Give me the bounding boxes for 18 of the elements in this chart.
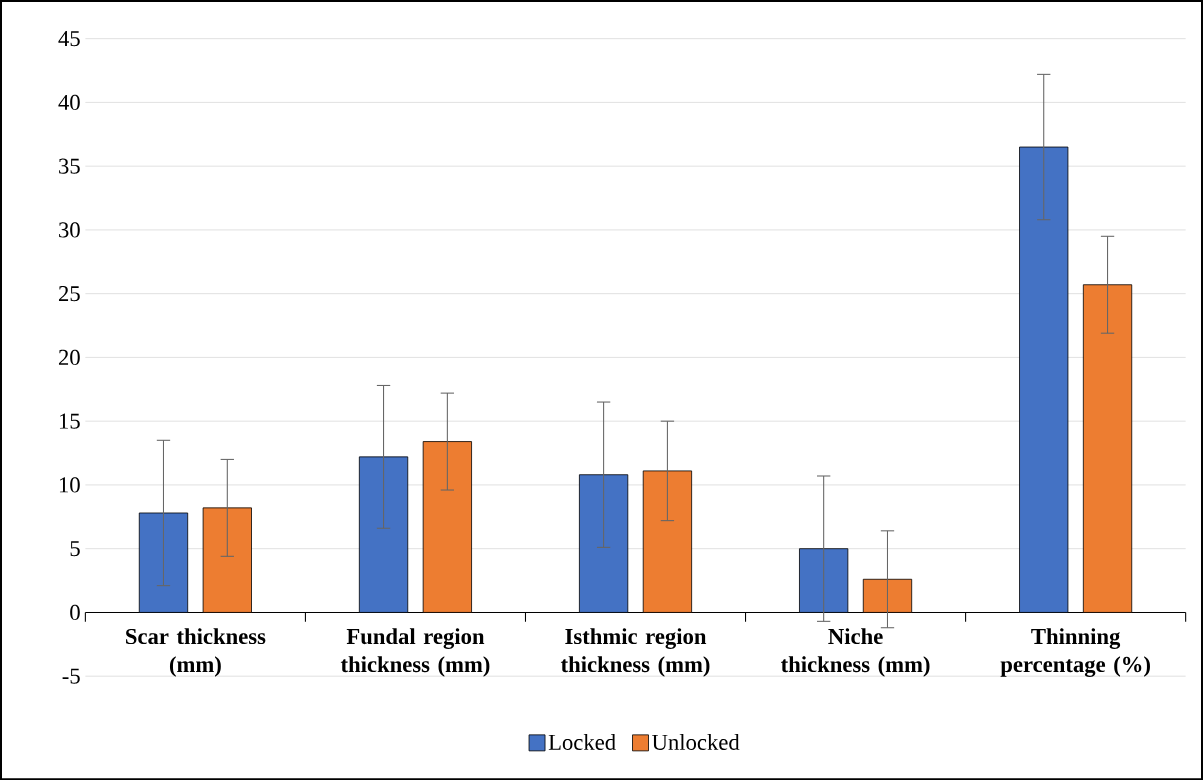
legend-label: Unlocked: [652, 733, 740, 750]
x-tick-label: Niche thickness (mm): [780, 628, 930, 677]
y-tick-label: 40: [58, 94, 80, 110]
y-tick-label: 10: [59, 477, 80, 493]
x-tick-label: Scar thickness (mm): [126, 628, 266, 677]
y-tick-label: 0: [70, 604, 80, 620]
y-tick-label: 20: [58, 349, 80, 365]
y-tick-label: 15: [59, 413, 80, 429]
y-tick-label: -5: [62, 668, 80, 684]
x-tick-label: Thinning percentage (%): [1000, 628, 1150, 677]
y-tick-label: 30: [59, 222, 80, 238]
x-tick-label: Isthmic region thickness (mm): [560, 628, 710, 677]
y-tick-label: 5: [70, 541, 80, 557]
y-tick-label: 35: [59, 158, 80, 174]
x-tick-label: Fundal region thickness (mm): [340, 628, 490, 677]
y-tick-label: 25: [58, 285, 80, 302]
legend-label: Locked: [548, 733, 616, 750]
y-tick-label: 45: [58, 31, 80, 47]
